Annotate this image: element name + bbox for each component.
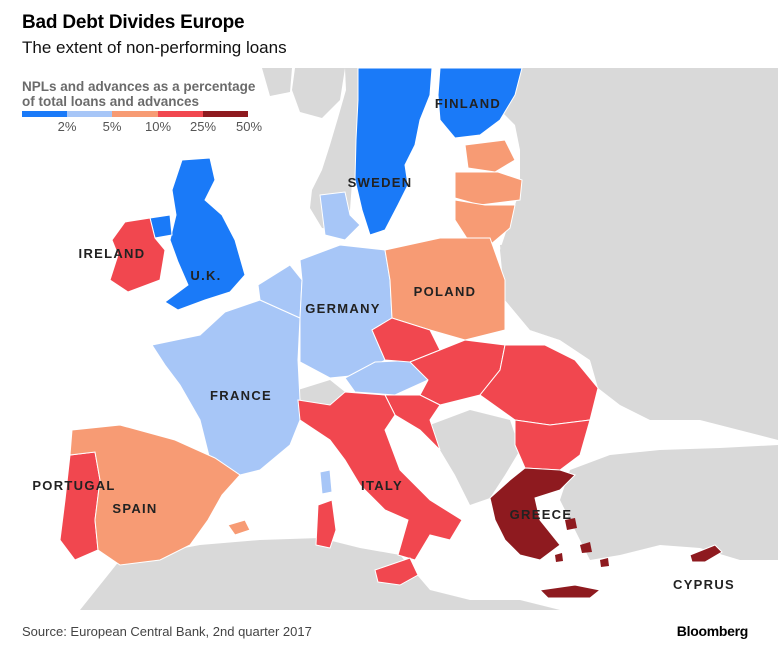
legend-swatch-50 <box>202 111 249 117</box>
label-spain: SPAIN <box>112 501 157 516</box>
label-germany: GERMANY <box>305 301 381 316</box>
legend-tick-50: 50% <box>235 119 263 134</box>
label-italy: ITALY <box>361 478 403 493</box>
country-croatia-slovenia <box>384 394 441 451</box>
label-uk: U.K. <box>190 268 221 283</box>
country-estonia <box>464 139 516 173</box>
country-latvia <box>454 171 523 206</box>
legend-swatch-2 <box>22 111 68 117</box>
legend-color-bar <box>22 111 249 117</box>
land-turkey <box>560 445 778 560</box>
country-greece <box>489 467 576 561</box>
label-finland: FINLAND <box>435 96 501 111</box>
label-sweden: SWEDEN <box>348 175 413 190</box>
bloomberg-logo: Bloomberg <box>676 623 749 639</box>
country-cyprus <box>689 544 723 563</box>
legend-tick-25: 25% <box>189 119 217 134</box>
country-italy-sardinia <box>315 499 337 549</box>
legend-tick-5: 5% <box>102 119 122 134</box>
country-ireland <box>109 217 166 293</box>
legend-title-line2: of total loans and advances <box>22 94 200 109</box>
legend-tick-10: 10% <box>144 119 172 134</box>
legend-swatch-25 <box>157 111 203 117</box>
legend-tick-2: 2% <box>57 119 77 134</box>
label-france: FRANCE <box>210 388 272 403</box>
chart-subtitle: The extent of non-performing loans <box>22 38 287 57</box>
country-france <box>151 299 301 476</box>
country-italy-sicily <box>374 557 419 586</box>
land-russia-east <box>500 68 778 440</box>
legend-swatch-10 <box>112 111 158 117</box>
legend: NPLs and advances as a percentage of tot… <box>22 79 292 134</box>
land-iceland <box>262 68 292 96</box>
source-note: Source: European Central Bank, 2nd quart… <box>22 624 312 639</box>
country-poland <box>384 237 506 341</box>
country-france-corsica <box>319 469 333 495</box>
label-ireland: IRELAND <box>79 246 146 261</box>
land-switzerland <box>298 380 345 405</box>
country-sweden <box>354 68 433 236</box>
legend-ticks: 2% 5% 10% 25% 50% <box>22 117 263 134</box>
country-denmark <box>319 191 361 241</box>
label-greece: GREECE <box>510 507 573 522</box>
europe-map: FINLAND SWEDEN IRELAND U.K. POLAND GERMA… <box>0 68 778 610</box>
land-north-greenland <box>292 68 345 118</box>
legend-swatch-5 <box>67 111 113 117</box>
country-spain <box>69 424 241 566</box>
legend-title-line1: NPLs and advances as a percentage <box>22 79 256 94</box>
label-cyprus: CYPRUS <box>673 577 735 592</box>
land-belarus-ukraine <box>500 240 640 388</box>
country-finland <box>437 68 523 139</box>
country-spain-balearic <box>227 519 251 536</box>
country-lithuania <box>454 199 516 246</box>
country-greece-crete <box>538 584 602 599</box>
land-balkans-other <box>430 410 520 505</box>
country-bulgaria <box>514 419 591 471</box>
chart-title: Bad Debt Divides Europe <box>22 12 245 33</box>
label-portugal: PORTUGAL <box>32 478 115 493</box>
country-italy <box>297 391 463 561</box>
country-greece-islands <box>555 518 609 567</box>
label-poland: POLAND <box>414 284 477 299</box>
land-north-africa <box>80 538 560 610</box>
